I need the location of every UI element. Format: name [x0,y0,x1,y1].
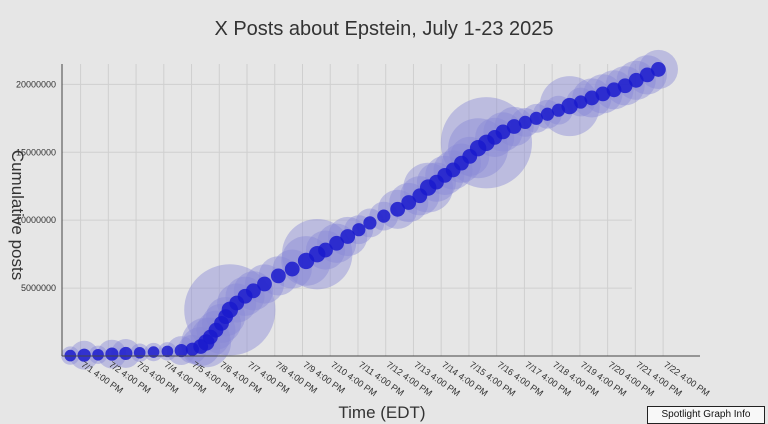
data-point [246,283,261,299]
data-point [105,347,119,361]
data-point [561,97,578,115]
data-point [506,119,522,134]
data-point [650,62,666,77]
y-tick-label: 5000000 [21,283,56,293]
y-tick-label: 20000000 [16,79,56,89]
data-point [318,242,333,258]
data-point [92,348,104,361]
bubble-points [64,62,666,362]
data-point [574,95,588,109]
data-point [77,348,91,362]
spotlight-graph-info-button[interactable]: Spotlight Graph Info [647,406,765,424]
data-point [340,229,356,244]
data-point [363,216,377,230]
data-point [495,124,511,140]
data-point [257,276,272,292]
data-point [270,268,286,284]
data-point [628,72,644,88]
grid [62,64,664,356]
data-point [133,346,146,359]
data-point [329,235,345,251]
chart-title: X Posts about Epstein, July 1-23 2025 [214,18,554,40]
data-point [284,261,300,277]
y-tick-label: 10000000 [16,215,56,225]
data-point [595,86,611,102]
data-point [617,78,633,94]
data-point [119,346,133,361]
x-axis-label: Time (EDT) [338,403,425,422]
data-point [174,343,188,358]
data-point [540,107,555,121]
data-point [390,201,406,217]
data-point [147,346,160,358]
data-point [352,223,366,237]
data-point [606,82,622,98]
data-point [639,67,655,83]
data-point [377,209,391,223]
data-point [529,111,543,125]
data-point [518,115,532,129]
y-axis-label: Cumulative posts [8,150,27,280]
axes [61,64,700,357]
data-point [584,90,600,106]
data-point [401,195,417,210]
data-point [161,345,174,358]
y-tick-label: 15000000 [16,147,56,157]
